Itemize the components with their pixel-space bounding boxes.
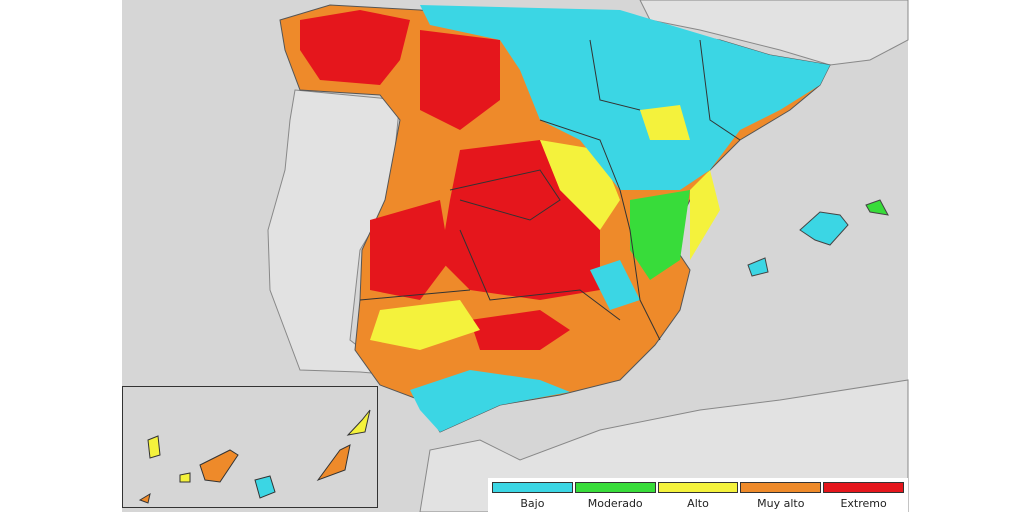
island	[147, 435, 161, 459]
island	[138, 492, 151, 504]
legend-swatch	[823, 482, 904, 493]
legend-swatch	[657, 482, 739, 493]
zone	[470, 310, 570, 350]
zone	[420, 30, 500, 130]
canary-inset	[122, 386, 378, 508]
zone	[410, 370, 570, 432]
zone	[440, 140, 600, 300]
zone	[300, 10, 410, 85]
zone	[420, 5, 830, 190]
legend-swatch	[574, 482, 656, 493]
island	[199, 449, 239, 483]
zone	[590, 260, 640, 310]
legend-swatch	[740, 482, 822, 493]
zone	[370, 200, 450, 300]
island	[316, 444, 351, 482]
legend-swatch	[492, 482, 573, 493]
region-border	[359, 39, 741, 341]
legend-item: Extremo	[823, 482, 904, 512]
legend: Bajo Moderado Alto Muy alto Extremo	[488, 478, 908, 512]
island	[865, 199, 889, 216]
zone	[690, 170, 720, 260]
legend-label: Bajo	[520, 497, 545, 510]
island	[346, 409, 371, 436]
island	[799, 211, 849, 246]
island	[179, 472, 191, 483]
island	[254, 475, 276, 499]
legend-item: Muy alto	[740, 482, 822, 512]
legend-item: Bajo	[492, 482, 573, 512]
legend-item: Moderado	[574, 482, 656, 512]
legend-label: Muy alto	[757, 497, 805, 510]
zone	[370, 300, 480, 350]
zone	[640, 105, 690, 140]
legend-item: Alto	[657, 482, 739, 512]
zone	[630, 190, 690, 280]
island	[747, 257, 769, 277]
legend-label: Extremo	[840, 497, 887, 510]
legend-label: Alto	[687, 497, 709, 510]
legend-label: Moderado	[587, 497, 643, 510]
